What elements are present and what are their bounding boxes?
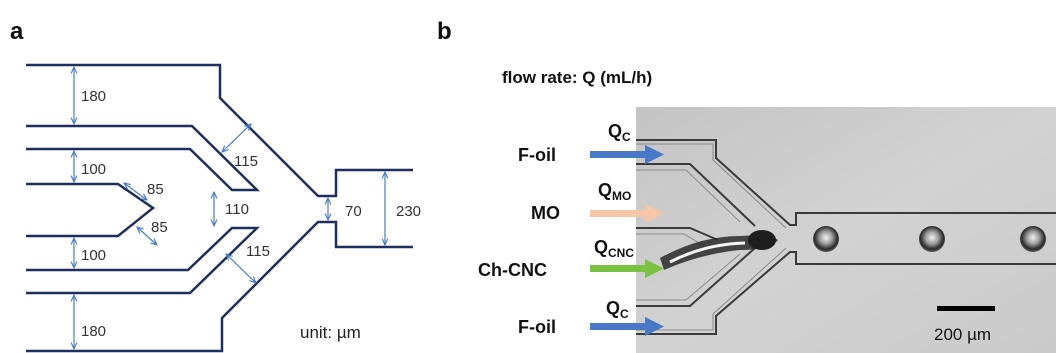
flow-rate-label: QC (606, 298, 629, 321)
dim-label: 230 (396, 203, 421, 220)
lower-divider (26, 226, 261, 295)
dim-label: 70 (345, 203, 362, 220)
micro-divider-1 (636, 163, 756, 227)
panel-b-letter: b (437, 18, 452, 45)
inlet-arrow-shaft (590, 151, 645, 158)
forming-droplet (748, 230, 776, 250)
dim-label: 180 (81, 323, 106, 340)
outer-wall-bottom (26, 220, 413, 353)
dim-label: 115 (246, 243, 270, 260)
micro-divider-2 (636, 227, 719, 241)
fluid-label: F-oil (518, 317, 556, 337)
panel-a-letter: a (10, 18, 24, 45)
dim-arrow-115-top (222, 124, 251, 152)
flow-rate-label: QMO (598, 180, 631, 203)
droplet (919, 226, 945, 252)
dim-arrow-115-bottom (226, 254, 256, 283)
fluid-label: F-oil (518, 145, 556, 165)
dim-label: 100 (81, 247, 106, 264)
droplet (813, 226, 839, 252)
outer-wall-top (26, 63, 413, 198)
fluid-label: MO (531, 203, 560, 223)
inlet-arrow-shaft (590, 323, 645, 330)
panel-a: a 180 100 (10, 18, 421, 353)
micro-wall-bottom (636, 251, 1056, 335)
dim-arrow-85-bottom (137, 227, 157, 245)
flow-rate-title: flow rate: Q (mL/h) (502, 68, 652, 87)
flow-rate-label: QC (608, 121, 631, 144)
scale-bar (937, 306, 995, 311)
inlet-2: Ch-CNC QCNC (478, 237, 664, 280)
unit-label: unit: µm (300, 323, 361, 342)
inlet-0: F-oil QC (518, 121, 664, 165)
inlet-1: MO QMO (531, 180, 664, 223)
inlet-3: F-oil QC (518, 298, 664, 337)
dim-arrow-85-top (124, 183, 147, 200)
micro-divider-3 (636, 247, 756, 307)
droplet (1020, 226, 1046, 252)
dimension-labels: 180 100 85 85 100 180 115 115 110 70 230 (81, 88, 421, 340)
dim-label: 180 (81, 88, 106, 105)
inlet-arrow-icon (645, 317, 664, 336)
central-divider (26, 182, 156, 238)
channel-schematic (26, 63, 413, 353)
dim-label: 85 (147, 181, 164, 198)
micrograph-background (636, 107, 1056, 353)
flow-rate-label: QCNC (594, 237, 634, 260)
micro-wall-top (636, 139, 1056, 226)
dim-label: 110 (225, 201, 249, 218)
panel-b: b flow rate: Q (mL/h) (437, 18, 1056, 353)
inlet-arrow-icon (645, 145, 664, 164)
fluid-label: Ch-CNC (478, 260, 547, 280)
dim-label: 85 (151, 219, 168, 236)
dim-label: 115 (234, 153, 258, 170)
dim-label: 100 (81, 161, 106, 178)
micrograph: 200 µm (636, 107, 1056, 353)
inlet-arrow-shaft (590, 210, 645, 217)
inlet-arrow-icon (645, 204, 664, 223)
dimension-arrows (74, 67, 385, 349)
inlet-arrow-icon (645, 259, 664, 278)
upper-divider (26, 124, 261, 192)
coflow-jet (660, 235, 778, 270)
inlet-arrow-shaft (590, 265, 645, 272)
scale-bar-label: 200 µm (934, 325, 991, 344)
